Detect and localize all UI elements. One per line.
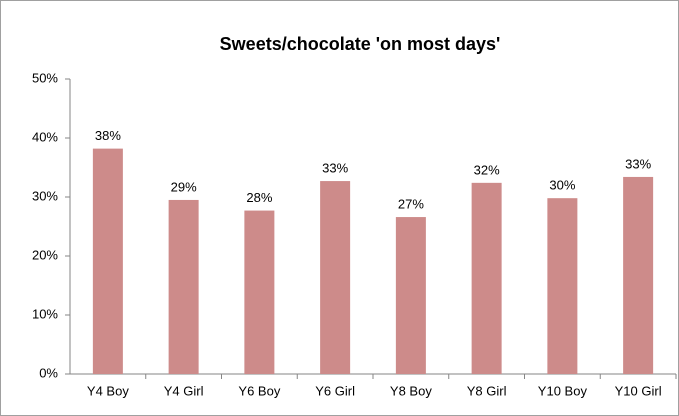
y-tick-label: 10% — [32, 306, 58, 321]
x-tick-label: Y10 Girl — [615, 383, 662, 398]
y-tick-label: 30% — [32, 188, 58, 203]
x-tick-label: Y8 Girl — [467, 383, 507, 398]
bar — [320, 181, 351, 374]
bar — [168, 199, 199, 374]
bar — [244, 210, 275, 374]
x-tick-label: Y8 Boy — [390, 383, 432, 398]
y-tick-label: 0% — [39, 365, 58, 380]
data-label: 30% — [549, 178, 575, 193]
x-tick-label: Y6 Girl — [315, 383, 355, 398]
y-tick-label: 20% — [32, 247, 58, 262]
chart-title: Sweets/chocolate 'on most days' — [220, 34, 501, 54]
data-label: 27% — [398, 196, 424, 211]
data-label: 29% — [171, 179, 197, 194]
x-tick-label: Y4 Boy — [87, 383, 129, 398]
data-label: 28% — [246, 190, 272, 205]
y-tick-label: 50% — [32, 70, 58, 85]
bar — [623, 176, 654, 374]
data-label: 32% — [474, 162, 500, 177]
bar — [547, 198, 578, 374]
x-tick-label: Y10 Boy — [538, 383, 588, 398]
bar — [395, 217, 426, 374]
bar — [471, 182, 502, 374]
data-label: 38% — [95, 128, 121, 143]
data-label: 33% — [625, 156, 651, 171]
x-tick-label: Y6 Boy — [238, 383, 280, 398]
data-label: 33% — [322, 161, 348, 176]
y-tick-label: 40% — [32, 129, 58, 144]
bar — [92, 148, 123, 374]
x-tick-label: Y4 Girl — [164, 383, 204, 398]
